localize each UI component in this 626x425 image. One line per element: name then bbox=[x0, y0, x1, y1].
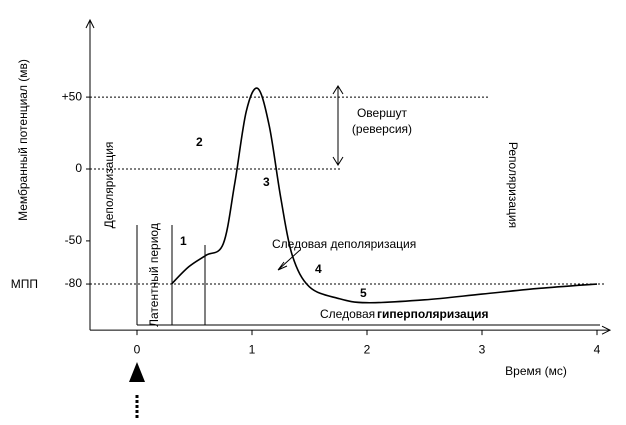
y-tick-label: +50 bbox=[62, 89, 83, 103]
rest-label: МПП bbox=[11, 277, 38, 291]
phase-number: 4 bbox=[315, 262, 322, 276]
y-axis-arrow bbox=[85, 18, 95, 29]
trace-label: Следовая bbox=[320, 307, 375, 321]
hyper-label: гиперполяризация bbox=[377, 307, 488, 321]
y-tick-label: -50 bbox=[65, 233, 83, 247]
x-axis-label: Время (мс) bbox=[505, 364, 567, 378]
reversal-label: (реверсия) bbox=[352, 122, 412, 136]
y-axis-label: Мембранный потенциал (мв) bbox=[16, 59, 30, 221]
y-tick-label: -80 bbox=[65, 276, 83, 290]
phase-number: 3 bbox=[263, 175, 270, 189]
phase-number: 2 bbox=[196, 135, 203, 149]
latent-label: Латентный период bbox=[147, 223, 161, 327]
x-tick-label: 3 bbox=[479, 342, 486, 356]
arrow-heads bbox=[332, 85, 344, 166]
repol-label: Реполяризация bbox=[506, 142, 520, 228]
x-tick-label: 2 bbox=[364, 342, 371, 356]
trace-depol-label: Следовая деполяризация bbox=[272, 237, 416, 251]
x-tick-label: 0 bbox=[134, 342, 141, 356]
x-axis-arrow bbox=[601, 325, 612, 335]
pointer-arrow bbox=[277, 249, 301, 271]
x-tick-label: 1 bbox=[249, 342, 256, 356]
phase-number: 1 bbox=[180, 234, 187, 248]
overshoot-label: Овершут bbox=[357, 106, 408, 120]
layout-lines bbox=[135, 85, 600, 420]
y-tick-label: 0 bbox=[75, 161, 82, 175]
stimulus-arrow-head bbox=[129, 362, 145, 382]
x-tick-label: 4 bbox=[594, 342, 601, 356]
depol-label: Деполяризация bbox=[102, 142, 116, 229]
phase-number: 5 bbox=[360, 286, 367, 300]
potential-curve bbox=[170, 87, 598, 304]
